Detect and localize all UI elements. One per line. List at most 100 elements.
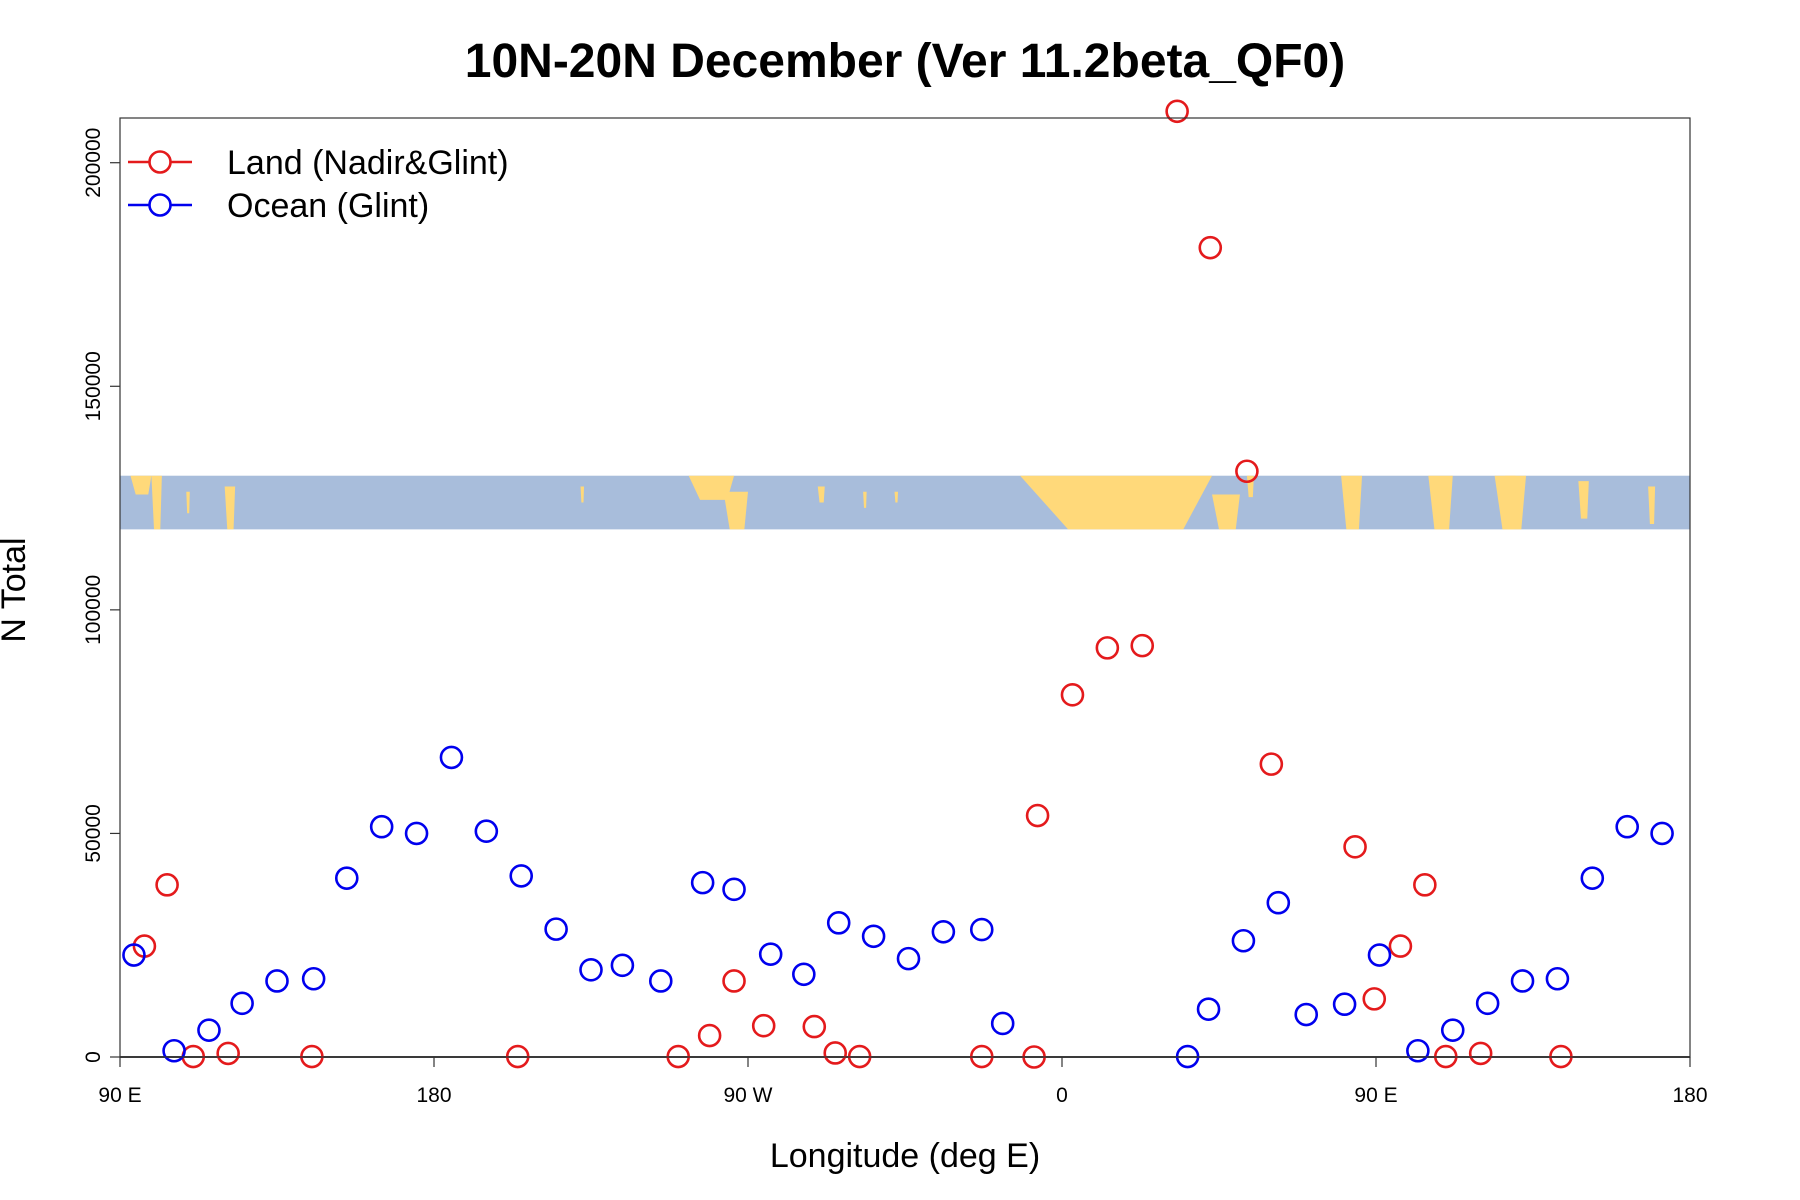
x-tick-label: 90 W [723,1084,772,1107]
land-point [1388,934,1413,958]
land-point [1025,803,1050,828]
ocean-point [1367,943,1392,967]
legend-marker [148,193,172,217]
ocean-point [544,917,568,941]
ocean-point [474,819,499,843]
x-tick-label: 0 [1056,1084,1068,1107]
ocean-point [861,924,886,949]
ocean-point [579,958,603,982]
x-axis-label: Longitude (deg E) [770,1137,1040,1175]
map-land [1212,494,1240,530]
land-point [751,1013,776,1038]
ocean-point [162,1038,186,1063]
map-land [894,491,899,503]
ocean-point [1294,1002,1319,1027]
map-land [1505,475,1516,530]
ocean-point [722,877,746,902]
ocean-point [1510,969,1535,993]
land-point [1198,235,1223,260]
ocean-point [931,919,956,944]
land-point [823,1041,848,1065]
ocean-point [265,969,289,993]
land-point [697,1023,722,1048]
map-land [723,491,748,530]
x-axis: 90 E 180 90 W 0 90 E 180 [98,1057,1708,1107]
y-tick-label: 200000 [82,128,105,198]
ocean-point [826,911,851,935]
ocean-point [969,917,994,942]
map-land [151,475,162,530]
ocean-point [197,1018,221,1042]
land-point [216,1041,240,1066]
ocean-point [610,953,635,978]
legend-label: Land (Nadir&Glint) [227,144,509,182]
map-land [186,491,190,514]
x-tick-label: 90 E [1354,1084,1397,1107]
x-tick-label: 180 [1672,1084,1707,1107]
map-ocean [120,475,1690,530]
x-tick-label: 90 E [98,1084,141,1107]
y-axis: 0 50000 100000 150000 200000 [82,128,120,1063]
chart-title: 10N-20N December (Ver 11.2beta_QF0) [465,35,1345,88]
ocean-point [1650,821,1674,846]
ocean-point [758,942,783,966]
ocean-point [1266,890,1291,915]
y-axis-label: N Total [0,537,33,642]
ocean-point [1231,928,1256,953]
map-land [1428,475,1453,530]
ocean-point [1406,1038,1430,1063]
map-land [863,491,867,508]
ocean-point [122,943,146,967]
ocean-point [690,870,715,895]
land-point [1235,459,1259,484]
land-point [1259,752,1284,776]
land-point [1343,835,1367,859]
land-point [155,873,179,897]
map-land [130,475,152,495]
map-land [580,486,585,503]
ocean-point [509,864,534,888]
ocean-point [896,946,921,971]
ocean-point [990,1011,1015,1036]
land-point [1468,1041,1493,1066]
land-point [1095,636,1120,660]
land-point [1362,987,1387,1011]
y-tick-label: 0 [82,1051,105,1063]
map-strip [120,475,1690,530]
ocean-point [1475,991,1500,1016]
land-point [1413,873,1437,897]
ocean-point [1440,1018,1465,1042]
ocean-point [369,814,394,839]
x-tick-label: 180 [416,1084,451,1107]
ocean-point [404,821,429,846]
map-land [817,486,825,503]
ocean-point [301,966,326,991]
ocean-point [1196,997,1221,1021]
map-land [688,475,735,500]
map-land [224,486,236,530]
map-land [1648,486,1656,525]
y-tick-label: 100000 [82,575,105,645]
legend-marker [148,150,172,174]
ocean-point [439,745,464,770]
legend: Land (Nadir&Glint) Ocean (Glint) [128,144,509,225]
land-point [802,1014,827,1039]
plot-frame [119,117,1691,1058]
ocean-point [1332,992,1357,1017]
ocean-point [1545,966,1570,991]
ocean-point [648,969,673,993]
ocean-point [230,991,254,1016]
ocean-point [1580,866,1605,890]
land-point [1165,99,1189,124]
data-points [122,99,1674,1069]
land-point [722,969,746,993]
ocean-point [792,962,816,987]
ocean-point [1615,814,1639,839]
map-land [1020,475,1213,530]
land-point [1130,633,1155,658]
y-tick-label: 50000 [82,804,105,862]
y-tick-label: 150000 [82,351,105,421]
ocean-point [334,866,359,890]
